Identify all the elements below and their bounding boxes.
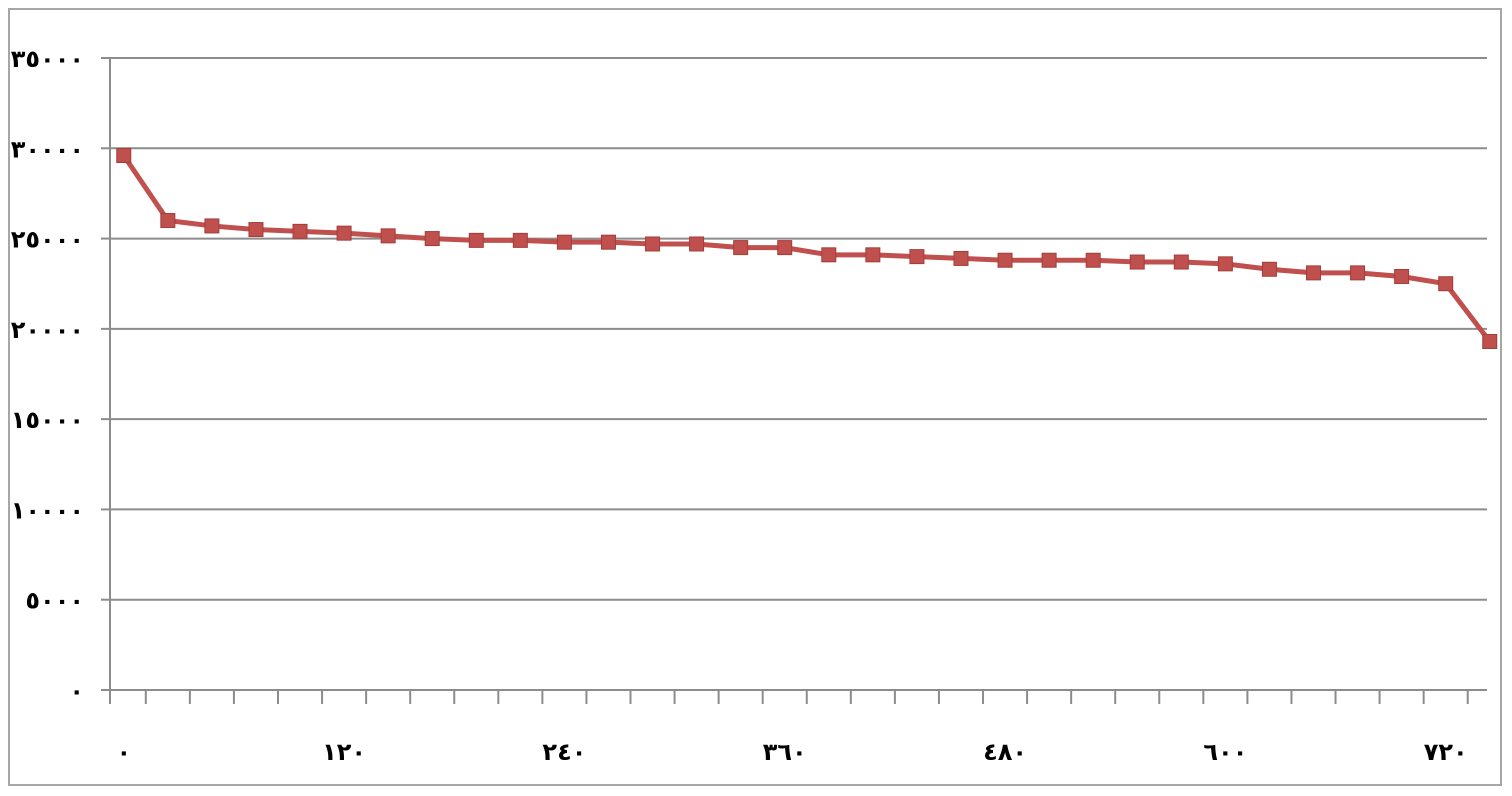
data-point-marker [512, 232, 528, 248]
y-tick-label: ٠ [69, 677, 84, 705]
data-point-marker [865, 247, 881, 263]
chart-frame [8, 8, 1502, 786]
y-tick-label: ٢٥٠٠٠ [11, 226, 84, 254]
data-point-marker [1394, 268, 1410, 284]
x-tick-label: ١٢٠ [322, 738, 366, 766]
data-point-marker [909, 249, 925, 265]
data-point-marker [556, 234, 572, 250]
data-point-marker [424, 231, 440, 247]
data-point-marker [1129, 254, 1145, 270]
data-point-marker [1482, 333, 1498, 349]
x-tick-label: ٠ [116, 738, 131, 766]
data-point-marker [204, 218, 220, 234]
data-point-marker [1041, 252, 1057, 268]
data-point-marker [953, 250, 969, 266]
y-tick-label: ٣٥٠٠٠ [11, 45, 84, 73]
y-tick-label: ٢٠٠٠٠ [11, 316, 84, 344]
gridlines [110, 57, 1487, 601]
y-tick-label: ٥٠٠٠ [25, 587, 84, 615]
data-point-marker [380, 228, 396, 244]
series [116, 148, 1498, 349]
data-point-marker [600, 234, 616, 250]
data-point-marker [1305, 265, 1321, 281]
data-point-marker [645, 236, 661, 252]
data-point-marker [160, 213, 176, 229]
data-point-marker [1085, 252, 1101, 268]
data-point-marker [1438, 276, 1454, 292]
x-tick-label: ٣٦٠ [763, 738, 807, 766]
x-tick-label: ٧٢٠ [1424, 738, 1468, 766]
data-point-marker [1350, 265, 1366, 281]
data-point-marker [1217, 256, 1233, 272]
data-point-marker [997, 252, 1013, 268]
x-tick-label: ٤٨٠ [983, 738, 1027, 766]
data-point-marker [336, 225, 352, 241]
data-point-marker [1261, 261, 1277, 277]
data-point-marker [248, 222, 264, 238]
series-line [121, 154, 1492, 344]
data-point-marker [821, 247, 837, 263]
data-point-marker [733, 240, 749, 256]
data-point-marker [1173, 254, 1189, 270]
axes [101, 57, 1487, 704]
data-point-marker [777, 240, 793, 256]
x-tick-label: ٦٠٠ [1203, 738, 1247, 766]
data-point-marker [468, 232, 484, 248]
y-tick-label: ٣٠٠٠٠ [11, 135, 84, 163]
tick-labels: ٠ ٥٠٠٠ ١٠٠٠٠ ١٥٠٠٠ ٢٠٠٠٠ ٢٥٠٠٠ ٣٠٠٠٠ ٣٥٠٠٠ ٠ ١٢٠ ٢… [11, 45, 1468, 766]
x-tick-label: ٢٤٠ [542, 738, 586, 766]
data-point-marker [116, 148, 132, 164]
y-tick-label: ١٠٠٠٠ [11, 496, 84, 524]
data-point-marker [292, 223, 308, 239]
data-point-marker [689, 236, 705, 252]
y-tick-label: ١٥٠٠٠ [11, 406, 84, 434]
